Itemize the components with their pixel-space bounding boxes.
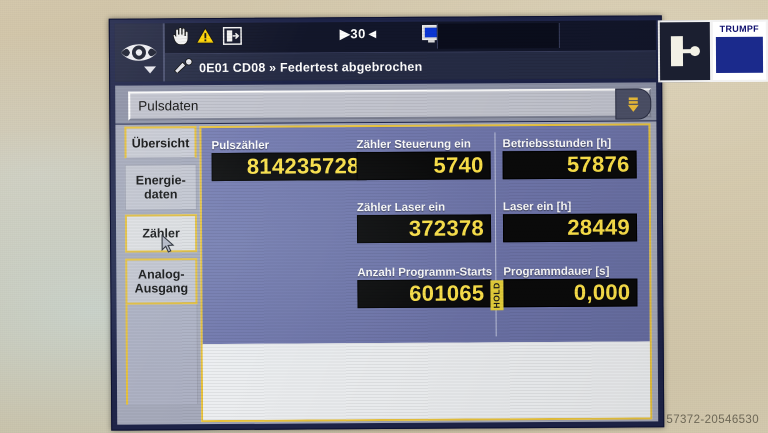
field-label: Zähler Steuerung ein: [356, 138, 471, 152]
field-programmdauer: Programmdauer [s] 0,000 HOLD: [490, 265, 638, 311]
message-pointer-icon: [173, 57, 193, 78]
view-toggle-button[interactable]: [114, 23, 166, 82]
hold-badge-label: HOLD: [491, 282, 503, 309]
machine-state-logo: [657, 20, 713, 83]
field-betriebsstunden: Betriebsstunden [h] 57876: [502, 137, 637, 180]
field-value: 372378: [356, 214, 492, 244]
sidebar-tabs: Übersicht Energie-daten Zähler Analog- Au…: [124, 126, 199, 422]
page-select[interactable]: Pulsdaten: [128, 88, 652, 121]
page-select-value: Pulsdaten: [138, 98, 199, 114]
field-laser-ein: Laser ein [h] 28449: [502, 200, 638, 243]
sidebar-item-energiedaten[interactable]: Energie-daten: [124, 164, 197, 211]
brand-logo: TRUMPF: [710, 19, 768, 83]
hold-badge: HOLD: [490, 280, 504, 311]
field-label: Laser ein [h]: [502, 200, 572, 214]
sidebar-item-zaehler[interactable]: Zähler: [124, 214, 198, 253]
field-zaehler-laser-ein: Zähler Laser ein 372378: [356, 201, 492, 244]
field-value: 814235728: [211, 152, 367, 182]
sidebar-item-uebersicht[interactable]: Übersicht: [124, 126, 197, 159]
message-row[interactable]: 0E01 CD08 » Federtest abgebrochen: [164, 51, 657, 82]
dropdown-bar: Pulsdaten: [115, 82, 657, 124]
field-value: 601065: [357, 279, 492, 309]
eye-icon: [120, 44, 157, 61]
message-text: 0E01 CD08 » Federtest abgebrochen: [199, 59, 423, 75]
field-zaehler-steuerung-ein: Zähler Steuerung ein 5740: [356, 138, 491, 181]
field-value: 28449: [502, 213, 638, 243]
brand-name: TRUMPF: [719, 23, 759, 34]
sidebar-item-label: Energie-daten: [135, 173, 186, 202]
hand-icon[interactable]: [172, 26, 189, 50]
machine-screen: ▶30◄ 0E01 CD08 » Federtest abgebrochen T…: [108, 15, 768, 431]
content-area: Übersicht Energie-daten Zähler Analog- Au…: [115, 121, 659, 425]
counters-panel: Pulszähler 814235728 Zähler Steuerung ei…: [199, 123, 653, 423]
field-label: Pulszähler: [211, 139, 270, 153]
sidebar-filler: [125, 304, 199, 405]
counters-grid: Pulszähler 814235728 Zähler Steuerung ei…: [201, 125, 650, 345]
status-bar: ▶30◄ 0E01 CD08 » Federtest abgebrochen: [114, 20, 657, 82]
sidebar-item-analogausgang[interactable]: Analog- Ausgang: [125, 258, 198, 305]
field-label: Zähler Laser ein: [356, 201, 446, 215]
watermark: 57372-20546530: [666, 414, 759, 426]
field-value: 5740: [356, 151, 491, 181]
chevron-down-icon[interactable]: [144, 66, 157, 74]
dropdown-arrow-icon[interactable]: [615, 88, 652, 120]
panel-empty-area: [202, 341, 651, 421]
t-bar-icon: [670, 36, 700, 67]
field-label: Programmdauer [s]: [503, 265, 610, 279]
field-value: 57876: [502, 150, 637, 180]
field-label: Anzahl Programm-Starts: [357, 266, 493, 280]
brand-square: [715, 36, 764, 73]
sidebar-item-label: Übersicht: [131, 135, 190, 151]
mouse-cursor-icon: [161, 234, 175, 253]
warning-triangle-icon[interactable]: [195, 27, 216, 49]
field-value: 0,000: [503, 278, 638, 308]
sidebar-item-label: Analog- Ausgang: [134, 267, 189, 296]
field-anzahl-programm-starts: Anzahl Programm-Starts 601065: [357, 266, 493, 309]
status-extra-panel: [436, 22, 560, 49]
field-pulszaehler: Pulszähler 814235728: [211, 139, 367, 182]
field-label: Betriebsstunden [h]: [502, 137, 612, 151]
override-value: ▶30◄: [339, 26, 380, 42]
status-icon-row: ▶30◄: [164, 20, 656, 55]
door-exit-icon[interactable]: [222, 26, 243, 49]
